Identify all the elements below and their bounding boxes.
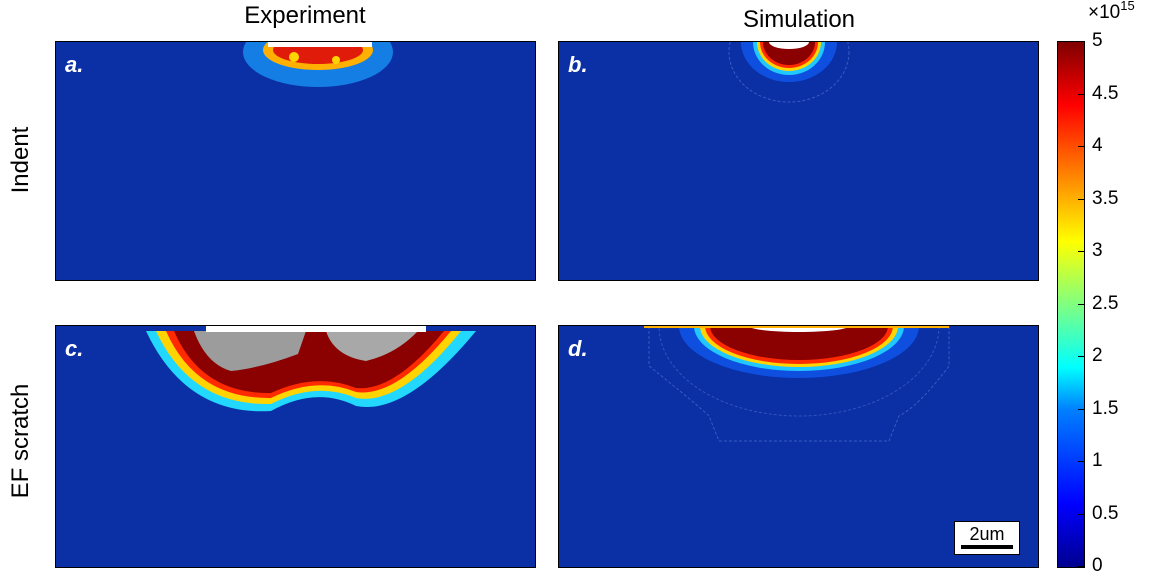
colorbar-tick-mark [1078, 408, 1084, 410]
panel-d-label: d. [568, 336, 588, 361]
colorbar [1057, 41, 1085, 568]
colorbar-tick-mark [1078, 461, 1084, 462]
panel-c-label: c. [65, 336, 84, 361]
colorbar-tick-mark [1078, 356, 1084, 357]
panel-d-scratch-simulation: d. 2um [558, 325, 1039, 568]
colorbar-tick-label: 0.5 [1092, 502, 1119, 524]
scale-bar-line [961, 545, 1013, 549]
colorbar-tick-mark [1078, 198, 1084, 200]
row-label-indent: Indent [7, 126, 34, 194]
colorbar-tick-label: 3.5 [1092, 187, 1119, 209]
panel-b-indent-simulation: b. [558, 41, 1039, 281]
colorbar-tick-label: 5 [1092, 30, 1103, 51]
panel-c-heatmap [56, 326, 535, 567]
panel-c-scratch-experiment: c. [55, 325, 536, 568]
colorbar-tick-mark [1078, 41, 1084, 42]
colorbar-tick-label: 1 [1092, 450, 1103, 471]
panel-a-heatmap [56, 42, 535, 280]
scale-bar: 2um [954, 521, 1020, 555]
panel-b-heatmap [559, 42, 1038, 280]
colorbar-tick-mark [1078, 566, 1084, 567]
colorbar-tick-label: 1.5 [1092, 397, 1119, 419]
experiment-title: Experiment [244, 2, 366, 29]
colorbar-tick-label: 4.5 [1092, 82, 1119, 104]
colorbar-tick-mark [1078, 513, 1084, 515]
colorbar-exponent: ×1015 [1088, 0, 1135, 24]
row-label-ef-scratch: EF scratch [7, 383, 34, 499]
panel-b-label: b. [568, 52, 588, 77]
colorbar-exponent-power: 15 [1120, 0, 1135, 13]
colorbar-tick-mark [1078, 303, 1084, 305]
colorbar-tick-label: 4 [1092, 135, 1103, 156]
scale-bar-label: 2um [969, 524, 1005, 544]
panel-d-heatmap [559, 326, 1038, 567]
colorbar-tick-label: 2.5 [1092, 292, 1119, 314]
colorbar-tick-mark [1078, 146, 1084, 147]
colorbar-tick-mark [1078, 93, 1084, 95]
panel-a-label: a. [65, 52, 84, 77]
colorbar-tick-label: 0 [1092, 555, 1103, 576]
panel-a-indent-experiment: a. [55, 41, 536, 281]
colorbar-tick-label: 2 [1092, 345, 1103, 366]
simulation-title: Simulation [742, 6, 856, 33]
colorbar-tick-mark [1078, 251, 1084, 252]
colorbar-exponent-prefix: ×10 [1088, 2, 1121, 23]
colorbar-tick-label: 3 [1092, 240, 1103, 261]
